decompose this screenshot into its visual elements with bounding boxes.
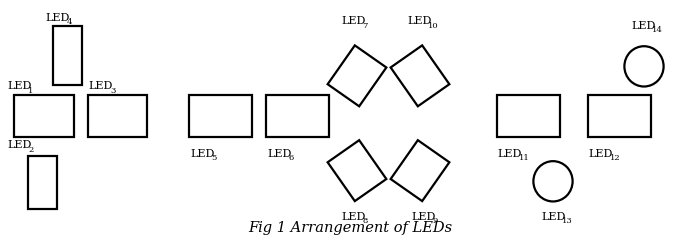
Text: 9: 9 [433, 217, 438, 225]
Text: LED: LED [89, 81, 113, 91]
Text: LED: LED [412, 212, 436, 222]
Text: 10: 10 [428, 22, 439, 30]
Ellipse shape [533, 161, 573, 201]
Text: LED: LED [497, 149, 522, 159]
Text: 3: 3 [110, 87, 116, 95]
Text: 5: 5 [211, 154, 217, 162]
Bar [14, 95, 74, 137]
Text: 11: 11 [519, 154, 530, 162]
Text: 14: 14 [652, 26, 664, 34]
Bar [588, 95, 651, 137]
Bar [88, 95, 147, 137]
Text: 2: 2 [28, 146, 34, 154]
Polygon shape [391, 140, 449, 201]
Text: LED: LED [7, 141, 31, 150]
Text: LED: LED [46, 13, 70, 23]
Text: LED: LED [588, 149, 612, 159]
Text: 13: 13 [562, 217, 573, 225]
Ellipse shape [624, 46, 664, 87]
Text: LED: LED [267, 149, 292, 159]
Polygon shape [328, 140, 386, 201]
Polygon shape [328, 45, 386, 106]
Text: LED: LED [342, 212, 366, 222]
Text: LED: LED [7, 81, 31, 91]
Text: 12: 12 [610, 154, 621, 162]
Text: LED: LED [631, 21, 656, 31]
Text: LED: LED [342, 16, 366, 26]
Text: 4: 4 [66, 18, 72, 26]
Bar [52, 26, 82, 85]
Text: LED: LED [541, 212, 566, 222]
Bar [28, 156, 57, 209]
Text: 1: 1 [28, 87, 34, 95]
Bar [497, 95, 560, 137]
Text: 8: 8 [363, 217, 368, 225]
Text: Fig 1 Arrangement of LEDs: Fig 1 Arrangement of LEDs [248, 221, 452, 235]
Text: LED: LED [407, 16, 432, 26]
Bar [189, 95, 252, 137]
Bar [266, 95, 329, 137]
Text: LED: LED [190, 149, 215, 159]
Polygon shape [391, 45, 449, 106]
Text: 6: 6 [288, 154, 294, 162]
Text: 7: 7 [363, 22, 368, 30]
